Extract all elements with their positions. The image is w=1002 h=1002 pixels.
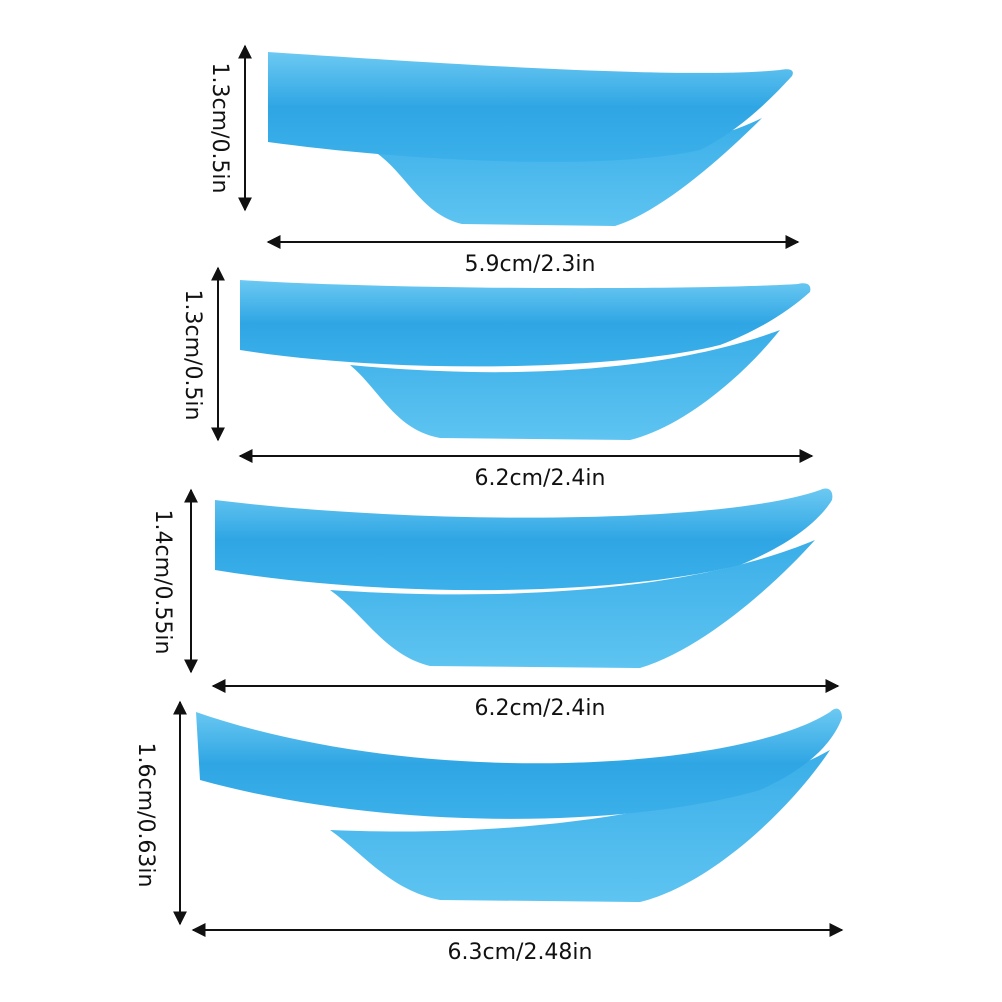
lash-pad-2	[240, 280, 811, 440]
lash-pad-4	[196, 708, 842, 902]
height-label-2: 1.3cm/0.5in	[180, 289, 205, 421]
width-label-4: 6.3cm/2.48in	[447, 940, 593, 965]
height-label-4: 1.6cm/0.63in	[133, 742, 158, 888]
width-label-1: 5.9cm/2.3in	[464, 252, 596, 277]
lash-pad-1	[268, 52, 793, 226]
width-label-3: 6.2cm/2.4in	[474, 696, 606, 721]
width-label-2: 6.2cm/2.4in	[474, 466, 606, 491]
height-label-1: 1.3cm/0.5in	[207, 62, 232, 194]
lash-pad-3	[215, 488, 833, 668]
height-label-3: 1.4cm/0.55in	[150, 509, 175, 655]
